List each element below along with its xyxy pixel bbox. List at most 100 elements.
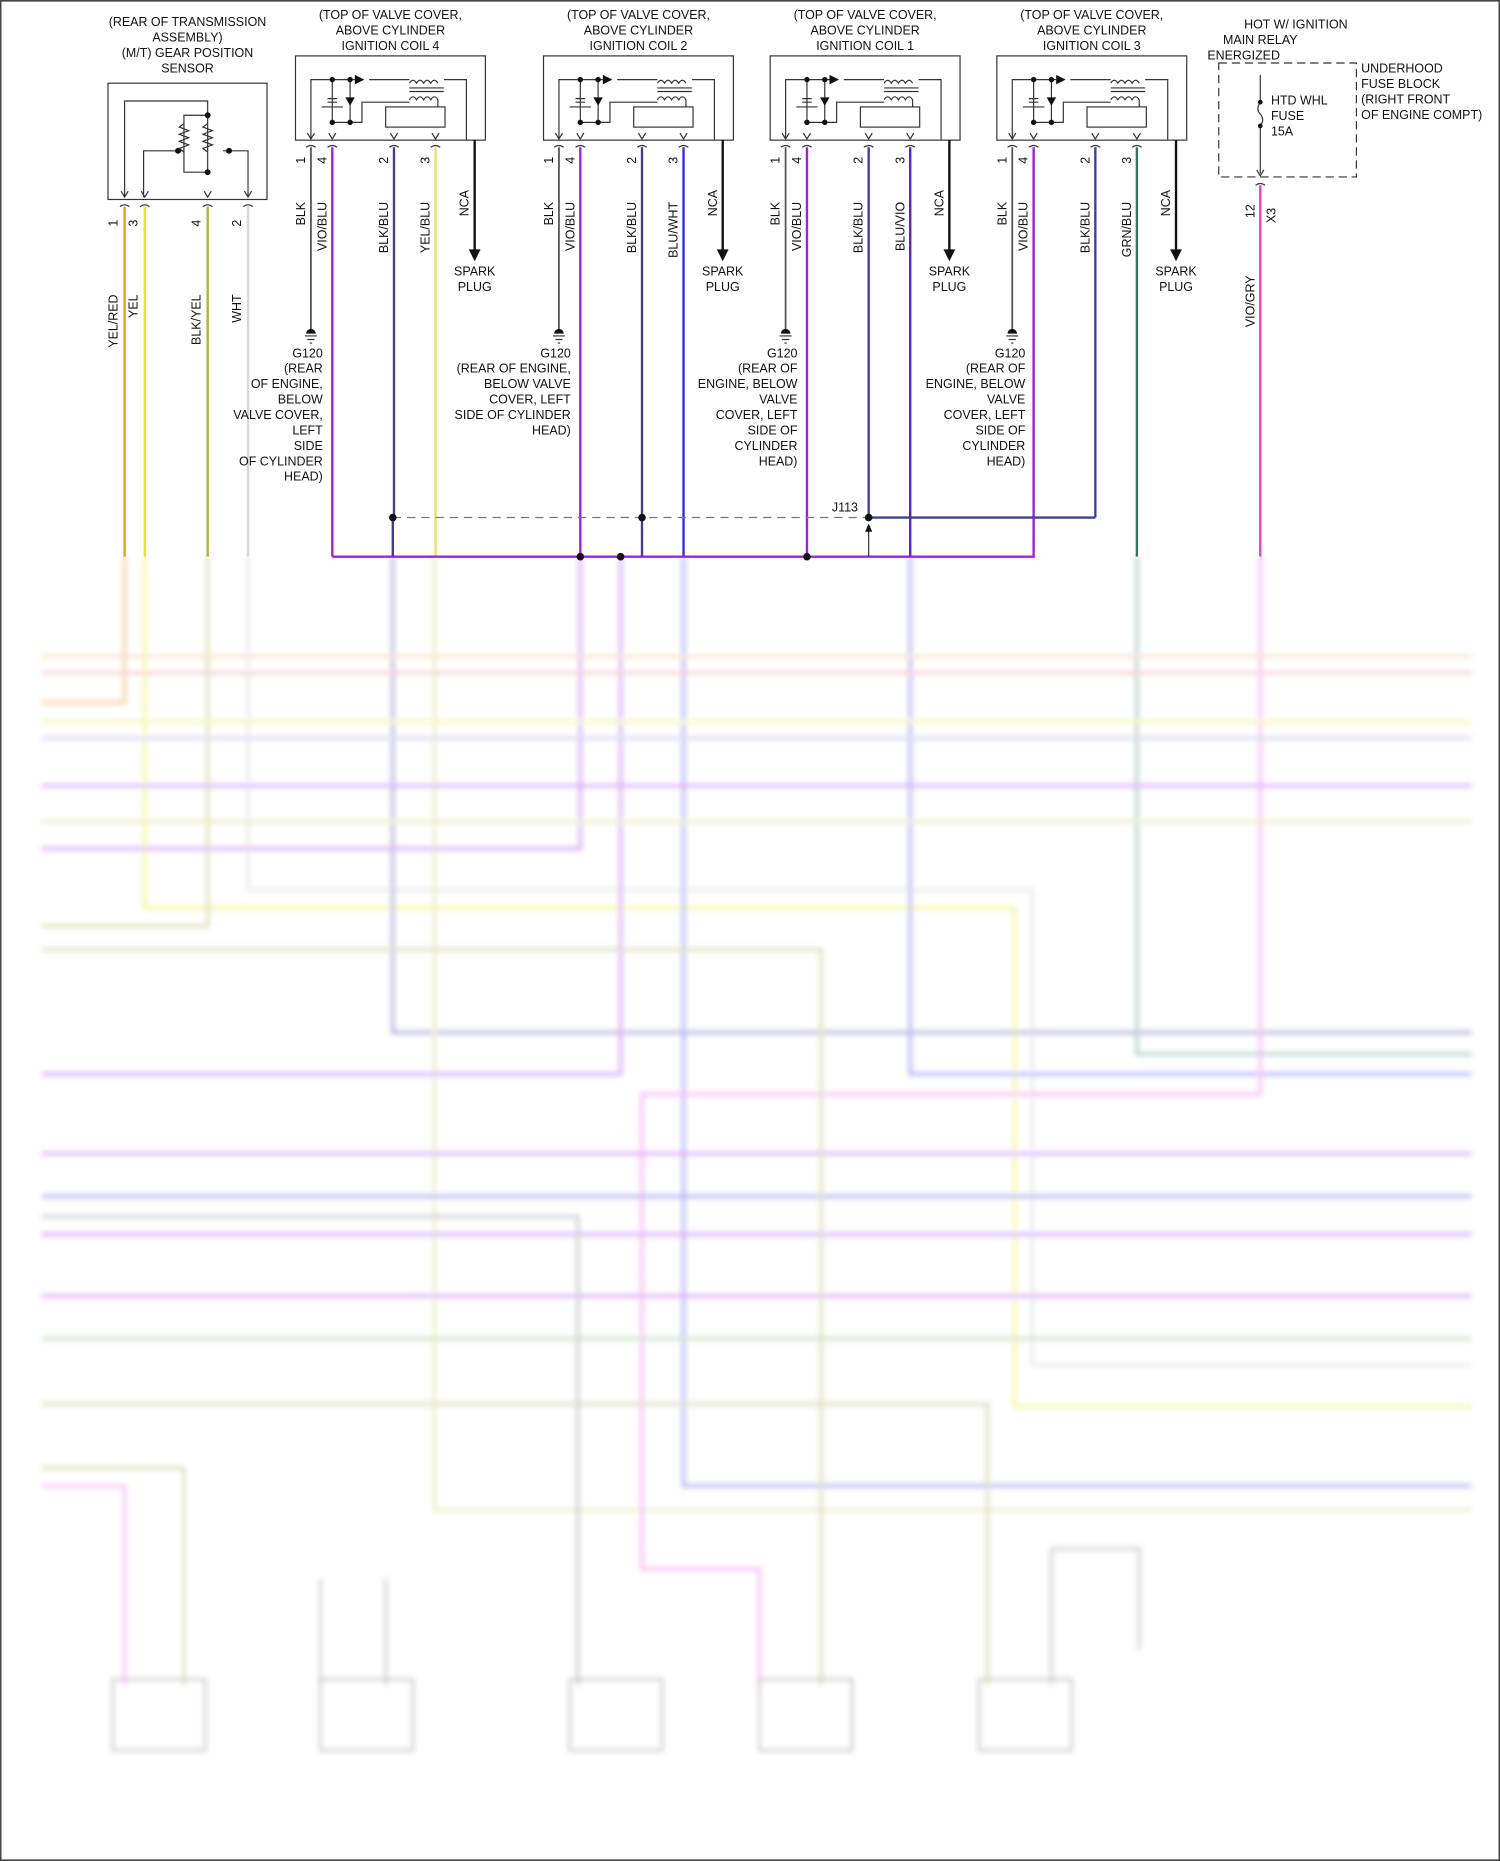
spark-plug-label: SPARK (702, 264, 744, 278)
splice-label: J113 (832, 501, 858, 515)
capacitor-icon (327, 98, 338, 103)
pin-number: 12 (1243, 204, 1257, 218)
capacitor-icon (802, 98, 812, 103)
terminal-arrow-icon (576, 132, 585, 141)
splice-dot (389, 513, 397, 522)
ignition-coil-box (542, 55, 734, 141)
pin-number: 1 (542, 157, 556, 164)
sensor-box (107, 82, 268, 201)
blurred-wire (41, 1214, 580, 1686)
spark-plug-label: PLUG (458, 280, 492, 294)
coil-circuit (1011, 79, 1169, 141)
diode-icon (1046, 74, 1066, 106)
junction-dot (329, 76, 336, 83)
ignition-coil-box (769, 55, 961, 141)
ground-label: VALVE COVER, (233, 408, 323, 422)
junction-dot (175, 147, 181, 154)
pin-connector-icon (139, 204, 150, 208)
coil-title: (TOP OF VALVE COVER, (794, 8, 937, 22)
coil-title: IGNITION COIL 3 (1043, 39, 1141, 53)
wire-label: VIO/GRY (1243, 275, 1257, 327)
ground-label: G120 (767, 346, 798, 360)
hot-label: ENERGIZED (1207, 48, 1280, 62)
blurred-wire (142, 556, 1472, 1409)
ground-label: HEAD) (284, 470, 323, 484)
capacitor-icon (1028, 98, 1039, 103)
wire-label: BLK/BLU (852, 202, 866, 253)
pin-number: 4 (190, 220, 204, 227)
pin-number: 2 (852, 157, 866, 164)
fuse-label: FUSE (1271, 109, 1304, 123)
pin-number: 4 (1017, 157, 1031, 164)
pin-number: 4 (315, 157, 329, 164)
ground-label: OF CYLINDER (239, 454, 323, 468)
capacitor-icon (575, 98, 586, 103)
hot-label: MAIN RELAY (1223, 33, 1298, 47)
junction-dot (347, 119, 353, 126)
pin-number: 2 (625, 157, 639, 164)
blurred-lower-section (41, 556, 1472, 1752)
ground-label: COVER, LEFT (716, 408, 798, 422)
wire-label: BLK/BLU (625, 202, 639, 253)
fuse-icon (1257, 101, 1264, 127)
fuse-label: 15A (1271, 124, 1294, 138)
coil-winding-icon (883, 79, 919, 107)
wire-label: GRN/BLU (1120, 202, 1134, 257)
nca-label: NCA (706, 189, 720, 216)
terminal-arrow-icon (679, 132, 688, 141)
ground-label: G120 (540, 346, 571, 360)
ground-label: (REAR OF ENGINE, (457, 362, 571, 376)
terminal-arrow-icon (906, 132, 915, 141)
ground-label: ENGINE, BELOW (698, 377, 798, 391)
pin-connector-icon (1090, 144, 1101, 148)
ignition-module (633, 106, 694, 128)
ground-icon (779, 335, 792, 344)
wire-label: VIO/BLU (790, 202, 804, 251)
blurred-wire (41, 556, 623, 1076)
pin-number: 1 (995, 157, 1009, 164)
terminal-arrow-icon (554, 132, 564, 141)
junction-dot (822, 119, 828, 126)
spark-plug-label: PLUG (932, 280, 966, 294)
coil-title: (TOP OF VALVE COVER, (319, 8, 462, 22)
wire-label: BLK/BLU (377, 202, 391, 253)
coil-title: (TOP OF VALVE COVER, (1020, 8, 1163, 22)
pin-connector-icon (905, 144, 916, 148)
terminal-arrow-icon (1008, 132, 1017, 141)
pin-connector-icon (430, 144, 441, 148)
pin-number: 4 (790, 157, 804, 164)
ground-label: SIDE OF (748, 423, 798, 437)
blurred-wire (908, 556, 1472, 1076)
ground-icon (780, 328, 791, 334)
spark-plug-label: SPARK (454, 264, 496, 278)
ground-label: CYLINDER (734, 439, 797, 453)
terminal-arrow-icon (637, 132, 647, 141)
diode-icon (593, 74, 613, 106)
hot-label: HOT W/ IGNITION (1244, 18, 1348, 32)
terminal-arrow-icon (802, 132, 812, 141)
junction-dot (1048, 119, 1055, 126)
coil-winding-icon (1110, 79, 1146, 107)
sensor-title: (REAR OF TRANSMISSION (109, 15, 267, 29)
blurred-component (568, 1678, 664, 1752)
ground-label: G120 (292, 346, 323, 360)
wire-label: BLK (542, 201, 556, 225)
junction-dot (577, 76, 584, 83)
splice-dot (576, 552, 585, 561)
pin-number: 2 (230, 220, 244, 227)
ground-icon (304, 335, 317, 344)
nca-label: NCA (458, 189, 472, 216)
spark-plug-label: SPARK (929, 264, 971, 278)
wire-label: BLK (769, 201, 783, 225)
spark-plug-label: PLUG (1159, 280, 1193, 294)
wire-label: BLK (995, 201, 1009, 225)
pin-connector-icon (388, 144, 400, 148)
ground-label: VALVE (987, 393, 1025, 407)
blurred-wire (41, 1484, 127, 1686)
coil-title: ABOVE CYLINDER (584, 24, 693, 38)
terminal-arrow-icon (203, 190, 212, 199)
spark-plug-label: SPARK (1155, 264, 1197, 278)
ignition-module (859, 106, 921, 128)
